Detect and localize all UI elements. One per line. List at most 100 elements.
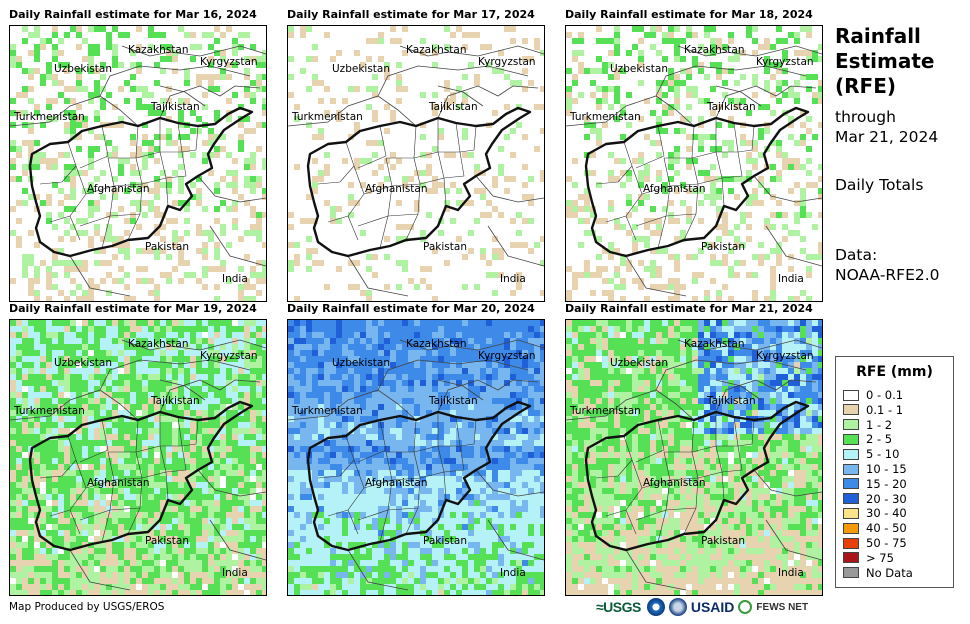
- region-border: [99, 65, 251, 97]
- country-label-india: India: [778, 567, 804, 579]
- region-border: [121, 339, 266, 351]
- map-credit: Map Produced by USGS/EROS: [9, 601, 165, 613]
- country-label-pakistan: Pakistan: [423, 241, 467, 253]
- province-border: [181, 125, 199, 153]
- province-border: [625, 509, 637, 535]
- rainfall-map-panel: Daily Rainfall estimate for Mar 19, 2024…: [9, 302, 289, 599]
- country-label-kazakhstan: Kazakhstan: [406, 338, 467, 350]
- province-border: [79, 419, 109, 463]
- side-title-line3: (RFE): [835, 74, 897, 98]
- province-border: [635, 125, 665, 169]
- legend-swatch: [843, 404, 859, 416]
- country-label-kazakhstan: Kazakhstan: [684, 338, 745, 350]
- rainfall-map-panel: Daily Rainfall estimate for Mar 21, 2024…: [565, 302, 845, 599]
- province-border: [127, 507, 141, 535]
- province-border: [605, 165, 643, 223]
- legend-item: 0.1 - 1: [843, 403, 903, 417]
- legend-label: 2 - 5: [866, 432, 893, 447]
- province-border: [165, 445, 187, 473]
- afghanistan-border: [306, 106, 532, 258]
- afghanistan-border: [584, 106, 810, 258]
- province-border: [459, 125, 477, 153]
- province-border: [595, 435, 633, 479]
- country-label-afghanistan: Afghanistan: [643, 477, 706, 489]
- afghanistan-border: [306, 400, 532, 552]
- fews-net-logo: FEWS NET: [756, 601, 809, 613]
- rainfall-map-panel: Daily Rainfall estimate for Mar 16, 2024…: [9, 8, 289, 305]
- region-border: [197, 469, 266, 497]
- region-border: [715, 85, 817, 119]
- province-border: [317, 435, 355, 479]
- province-border: [379, 509, 389, 543]
- province-border: [443, 177, 447, 207]
- country-label-uzbekistan: Uzbekistan: [332, 63, 390, 75]
- legend-label: 30 - 40: [866, 506, 907, 521]
- province-border: [683, 213, 697, 241]
- rainfall-raster: [288, 26, 544, 301]
- legend-label: 5 - 10: [866, 447, 900, 462]
- state-seal-icon: [668, 598, 687, 616]
- legend-label: No Data: [866, 565, 913, 580]
- province-border: [405, 213, 419, 241]
- country-label-kyrgyzstan: Kyrgyzstan: [478, 350, 536, 362]
- legend-item: 20 - 30: [843, 492, 907, 506]
- province-border: [39, 435, 77, 479]
- legend-item: 2 - 5: [843, 432, 892, 446]
- country-label-kyrgyzstan: Kyrgyzstan: [756, 56, 814, 68]
- province-border: [721, 471, 725, 501]
- afghanistan-border: [28, 400, 254, 552]
- province-border: [347, 509, 359, 535]
- country-label-afghanistan: Afghanistan: [87, 477, 150, 489]
- rainfall-map: Kazakhstan Uzbekistan Kyrgyzstan Tajikistan…: [287, 25, 545, 302]
- province-border: [625, 215, 637, 241]
- region-border: [437, 379, 539, 413]
- legend-item: No Data: [843, 566, 913, 580]
- rainfall-raster: [566, 320, 822, 595]
- legend-label: 10 - 15: [866, 462, 907, 476]
- region-border: [69, 549, 131, 591]
- country-label-tajikistan: Tajikistan: [706, 101, 756, 113]
- province-border: [347, 215, 359, 241]
- side-title-line1: Rainfall: [835, 24, 921, 48]
- country-label-afghanistan: Afghanistan: [643, 183, 706, 195]
- region-border: [655, 65, 807, 97]
- legend-item: 50 - 75: [843, 536, 907, 550]
- province-border: [737, 125, 755, 153]
- legend-swatch: [843, 522, 859, 534]
- province-border: [443, 151, 465, 179]
- region-border: [99, 359, 251, 391]
- region-border: [765, 225, 822, 267]
- country-label-kazakhstan: Kazakhstan: [406, 44, 467, 56]
- legend-item: 5 - 10: [843, 447, 899, 461]
- province-border: [657, 215, 667, 249]
- country-label-kyrgyzstan: Kyrgyzstan: [200, 350, 258, 362]
- province-border: [683, 507, 697, 535]
- province-border: [327, 165, 365, 223]
- country-label-india: India: [500, 273, 526, 285]
- region-border: [288, 95, 417, 127]
- legend-swatch: [843, 419, 859, 431]
- region-border: [715, 379, 817, 413]
- province-border: [721, 177, 725, 207]
- country-label-india: India: [778, 273, 804, 285]
- legend-item: 1 - 2: [843, 418, 892, 432]
- country-label-pakistan: Pakistan: [701, 241, 745, 253]
- legend-item: 15 - 20: [843, 477, 907, 491]
- region-border: [765, 519, 822, 561]
- province-border: [379, 215, 389, 249]
- country-label-turkmenistan: Turkmenistan: [13, 405, 85, 417]
- rainfall-map: Kazakhstan Uzbekistan Kyrgyzstan Tajikistan…: [9, 25, 267, 302]
- country-label-india: India: [222, 567, 248, 579]
- region-border: [437, 85, 484, 107]
- country-label-turkmenistan: Turkmenistan: [291, 405, 363, 417]
- legend-swatch: [843, 463, 859, 475]
- country-label-kyrgyzstan: Kyrgyzstan: [478, 56, 536, 68]
- province-border: [459, 419, 477, 447]
- region-border: [288, 389, 417, 421]
- country-label-india: India: [222, 273, 248, 285]
- region-border: [566, 389, 695, 421]
- rainfall-raster: [10, 320, 266, 595]
- province-border: [79, 125, 109, 169]
- country-label-uzbekistan: Uzbekistan: [54, 357, 112, 369]
- region-border: [677, 45, 822, 57]
